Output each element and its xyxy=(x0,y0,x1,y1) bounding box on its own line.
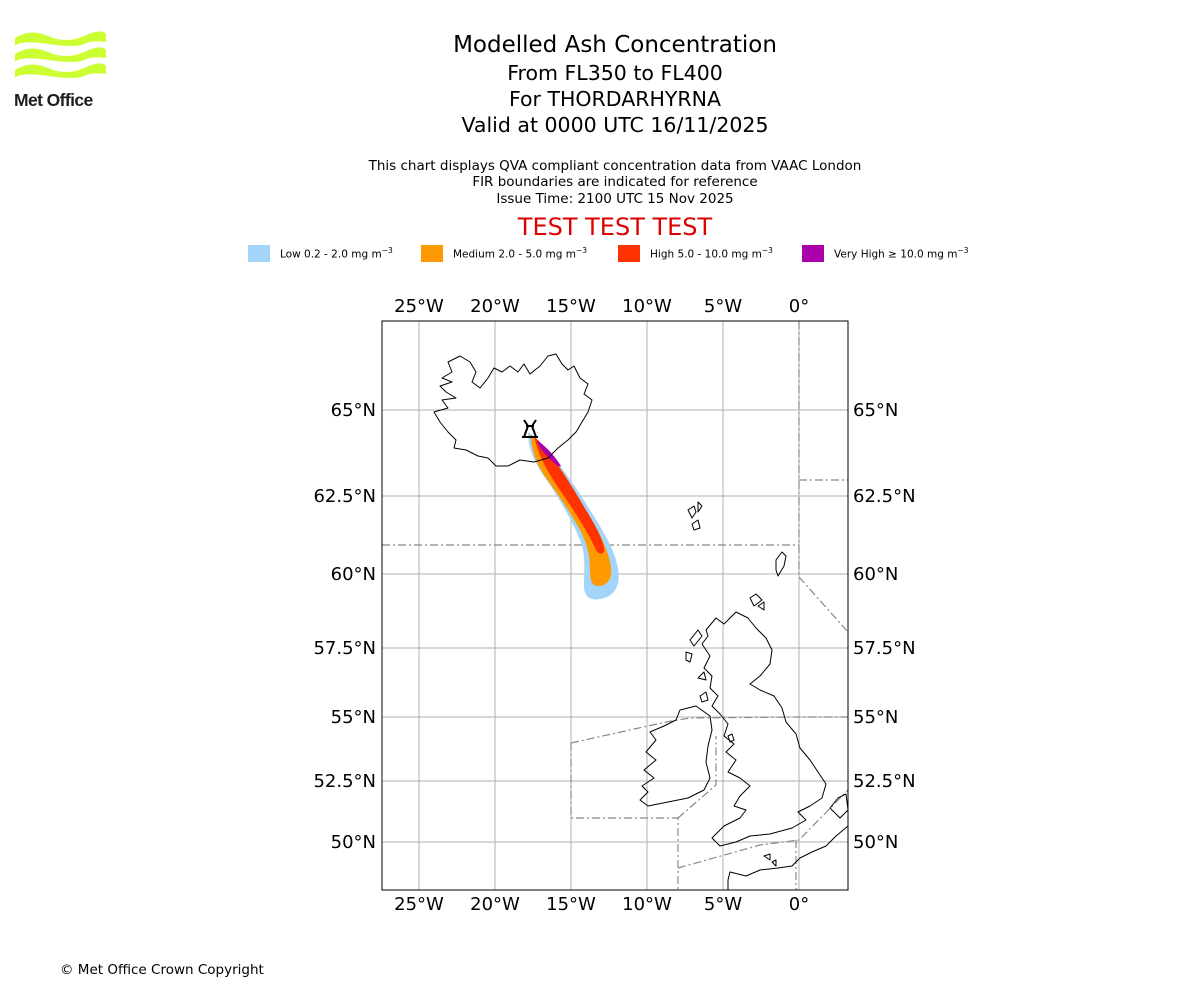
shetland xyxy=(775,551,787,577)
fir-boundaries xyxy=(382,321,848,890)
iceland-coast xyxy=(433,353,593,467)
great-britain xyxy=(701,611,827,847)
copyright-notice: © Met Office Crown Copyright xyxy=(60,962,264,978)
lon-tick-bottom: 20°W xyxy=(470,894,520,915)
lat-tick-right: 57.5°N xyxy=(853,638,916,659)
france-coast xyxy=(727,825,848,890)
volcano-icon xyxy=(522,419,538,438)
legend-swatch-medium xyxy=(421,245,443,262)
ash-plume xyxy=(528,432,619,600)
lon-tick-top: 15°W xyxy=(546,296,596,317)
lon-tick-top: 10°W xyxy=(622,296,672,317)
graticule xyxy=(382,321,848,890)
isle-of-man xyxy=(727,733,735,743)
met-office-logo: Met Office xyxy=(12,28,112,114)
lon-tick-top: 20°W xyxy=(470,296,520,317)
qva-note: This chart displays QVA compliant concen… xyxy=(368,158,862,174)
lat-tick-right: 55°N xyxy=(853,707,898,728)
legend-exp-very-high: −3 xyxy=(957,246,969,255)
lat-tick-left: 52.5°N xyxy=(313,771,376,792)
volcano-name: For THORDARHYRNA xyxy=(508,87,722,111)
legend-exp-low: −3 xyxy=(381,246,393,255)
faroe-islands xyxy=(687,501,703,531)
lon-tick-bottom: 0° xyxy=(789,894,809,915)
lat-tick-left: 50°N xyxy=(331,832,376,853)
lat-tick-left: 62.5°N xyxy=(313,486,376,507)
lat-tick-right: 62.5°N xyxy=(853,486,916,507)
chart-title-block: Modelled Ash Concentration From FL350 to… xyxy=(0,30,1200,138)
legend-swatch-low xyxy=(248,245,270,262)
lat-tick-left: 60°N xyxy=(331,564,376,585)
ireland xyxy=(639,705,713,807)
lon-tick-top: 0° xyxy=(789,296,809,317)
lon-tick-bottom: 15°W xyxy=(546,894,596,915)
channel-islands xyxy=(763,853,777,867)
lat-tick-right: 52.5°N xyxy=(853,771,916,792)
lat-tick-left: 57.5°N xyxy=(313,638,376,659)
hebrides xyxy=(685,629,709,703)
ash-very-high xyxy=(537,440,561,467)
coastlines xyxy=(433,353,848,890)
lat-tick-left: 55°N xyxy=(331,707,376,728)
legend-label-very-high: Very High ≥ 10.0 mg m xyxy=(834,248,958,261)
ash-high xyxy=(534,436,605,554)
met-office-wave-icon xyxy=(15,31,106,78)
logo-text: Met Office xyxy=(14,90,93,110)
lat-tick-left: 65°N xyxy=(331,400,376,421)
legend-label-low: Low 0.2 - 2.0 mg m xyxy=(280,248,382,261)
valid-time: Valid at 0000 UTC 16/11/2025 xyxy=(461,113,769,137)
subtitle-block: This chart displays QVA compliant concen… xyxy=(0,158,1200,207)
legend-exp-medium: −3 xyxy=(575,246,588,255)
test-banner: TEST TEST TEST xyxy=(517,213,713,241)
issue-time: Issue Time: 2100 UTC 15 Nov 2025 xyxy=(496,190,734,207)
orkney xyxy=(749,593,765,611)
lat-tick-right: 65°N xyxy=(853,400,898,421)
netherlands-coast xyxy=(829,793,848,819)
lon-tick-top: 25°W xyxy=(394,296,444,317)
lon-tick-top: 5°W xyxy=(704,296,742,317)
map-frame xyxy=(381,320,849,891)
legend-swatch-very-high xyxy=(802,245,824,262)
lon-tick-bottom: 25°W xyxy=(394,894,444,915)
legend-label-high: High 5.0 - 10.0 mg m xyxy=(650,248,762,261)
chart-title: Modelled Ash Concentration xyxy=(453,32,777,58)
lon-tick-bottom: 10°W xyxy=(622,894,672,915)
lat-tick-right: 50°N xyxy=(853,832,898,853)
fir-note: FIR boundaries are indicated for referen… xyxy=(472,174,758,191)
flight-level-range: From FL350 to FL400 xyxy=(507,61,723,85)
lat-tick-right: 60°N xyxy=(853,564,898,585)
legend-exp-high: −3 xyxy=(761,246,773,255)
legend-label-medium: Medium 2.0 - 5.0 mg m xyxy=(453,248,576,261)
legend-swatch-high xyxy=(618,245,640,262)
lon-tick-bottom: 5°W xyxy=(704,894,742,915)
